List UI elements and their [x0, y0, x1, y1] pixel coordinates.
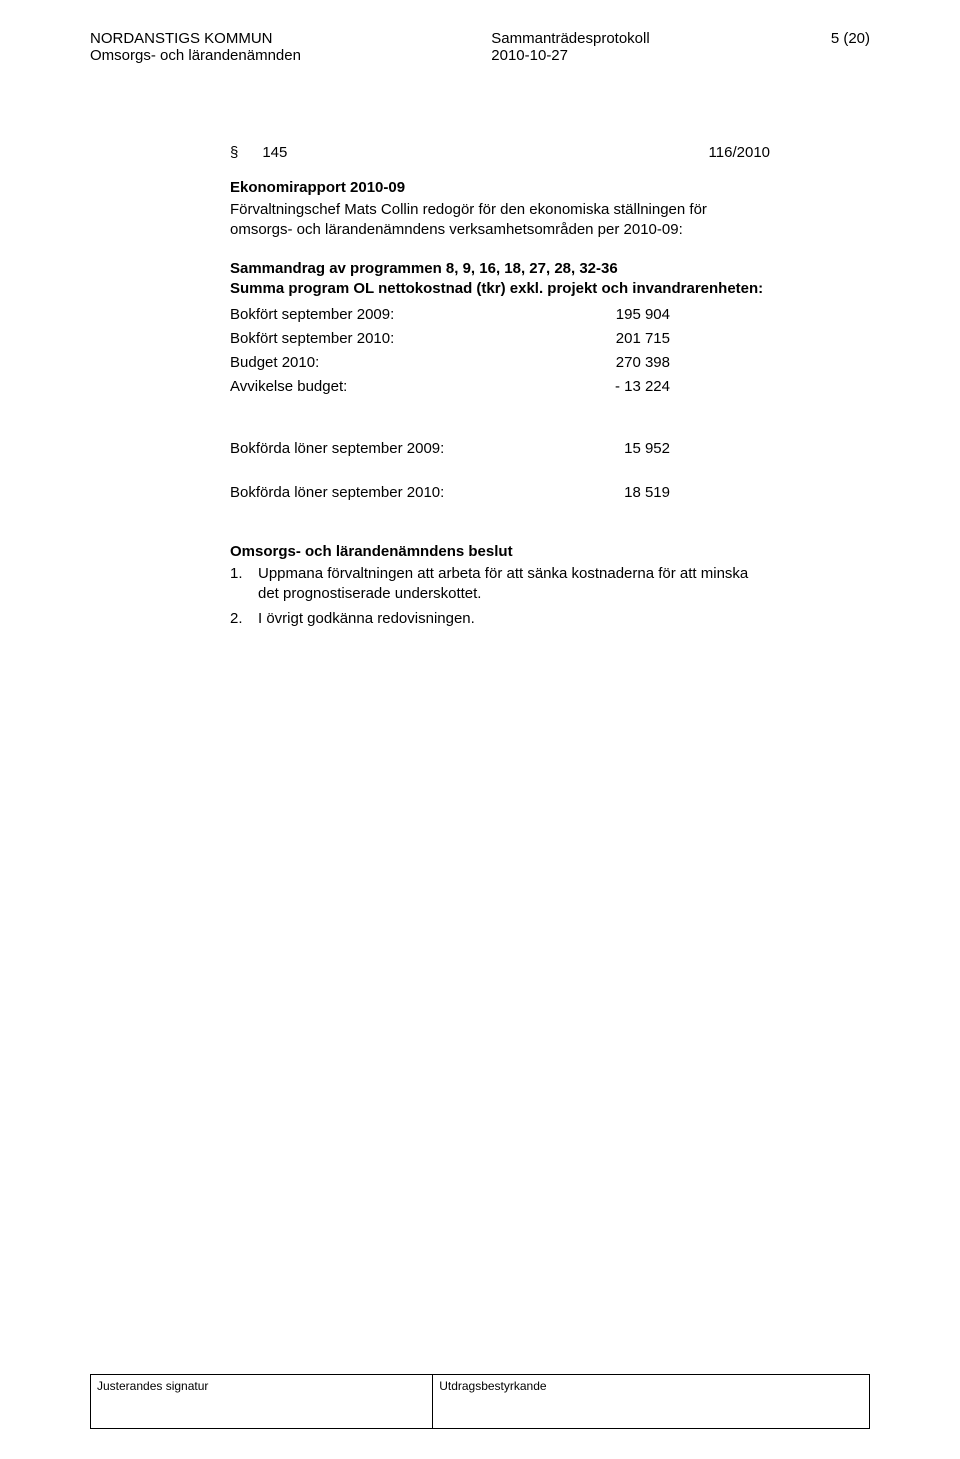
row-value: 195 904 — [570, 303, 770, 327]
row-label: Bokförda löner september 2009: — [230, 437, 570, 461]
table-row: Bokförda löner september 2010: 18 519 — [230, 481, 770, 505]
item-text: Uppmana förvaltningen att arbeta för att… — [258, 564, 770, 605]
row-label: Bokfört september 2010: — [230, 327, 570, 351]
org-name: NORDANSTIGS KOMMUN — [90, 30, 301, 47]
salary-table: Bokförda löner september 2009: 15 952 Bo… — [230, 437, 770, 505]
row-value: 201 715 — [570, 327, 770, 351]
summary-heading: Sammandrag av programmen 8, 9, 16, 18, 2… — [230, 259, 770, 300]
spacer — [230, 399, 770, 433]
row-label: Bokfört september 2009: — [230, 303, 570, 327]
document-header: NORDANSTIGS KOMMUN Omsorgs- och läranden… — [90, 30, 870, 64]
section-heading-row: § 145 116/2010 — [230, 144, 770, 161]
report-title: Ekonomirapport 2010-09 — [230, 179, 770, 196]
item-number: 2. — [230, 609, 248, 629]
footer-signature-label: Justerandes signatur — [90, 1374, 433, 1429]
row-label: Budget 2010: — [230, 351, 570, 375]
header-right: 5 (20) — [810, 30, 870, 47]
table-row: Bokfört september 2010: 201 715 — [230, 327, 770, 351]
doc-title: Sammanträdesprotokoll — [491, 30, 649, 47]
decision-list: 1. Uppmana förvaltningen att arbeta för … — [230, 564, 770, 629]
row-value: 15 952 — [570, 437, 770, 461]
row-value: - 13 224 — [570, 375, 770, 399]
content: § 145 116/2010 Ekonomirapport 2010-09 Fö… — [230, 144, 770, 629]
section-symbol: § — [230, 144, 238, 161]
table-row: Bokfört september 2009: 195 904 — [230, 303, 770, 327]
diary-number: 116/2010 — [709, 144, 770, 161]
row-value: 270 398 — [570, 351, 770, 375]
summary-table: Bokfört september 2009: 195 904 Bokfört … — [230, 303, 770, 399]
item-number: 1. — [230, 564, 248, 605]
footer-attestation-label: Utdragsbestyrkande — [433, 1374, 870, 1429]
list-item: 2. I övrigt godkänna redovisningen. — [230, 609, 770, 629]
table-row: Bokförda löner september 2009: 15 952 — [230, 437, 770, 461]
item-text: I övrigt godkänna redovisningen. — [258, 609, 770, 629]
header-center: Sammanträdesprotokoll 2010-10-27 — [491, 30, 649, 64]
summary-heading-line1: Sammandrag av programmen 8, 9, 16, 18, 2… — [230, 260, 618, 277]
report-intro: Förvaltningschef Mats Collin redogör för… — [230, 200, 770, 241]
row-label: Bokförda löner september 2010: — [230, 481, 570, 505]
paragraph-number: 145 — [262, 144, 287, 161]
table-row: Budget 2010: 270 398 — [230, 351, 770, 375]
page-number: 5 (20) — [810, 30, 870, 47]
list-item: 1. Uppmana förvaltningen att arbeta för … — [230, 564, 770, 605]
spacer — [230, 461, 770, 481]
row-value: 18 519 — [570, 481, 770, 505]
doc-date: 2010-10-27 — [491, 47, 649, 64]
org-committee: Omsorgs- och lärandenämnden — [90, 47, 301, 64]
row-label: Avvikelse budget: — [230, 375, 570, 399]
decision-heading: Omsorgs- och lärandenämndens beslut — [230, 543, 770, 560]
footer: Justerandes signatur Utdragsbestyrkande — [90, 1374, 870, 1429]
page: NORDANSTIGS KOMMUN Omsorgs- och läranden… — [0, 0, 960, 1459]
summary-heading-line2: Summa program OL nettokostnad (tkr) exkl… — [230, 280, 763, 297]
footer-row: Justerandes signatur Utdragsbestyrkande — [90, 1374, 870, 1429]
header-left: NORDANSTIGS KOMMUN Omsorgs- och läranden… — [90, 30, 301, 64]
table-row: Avvikelse budget: - 13 224 — [230, 375, 770, 399]
